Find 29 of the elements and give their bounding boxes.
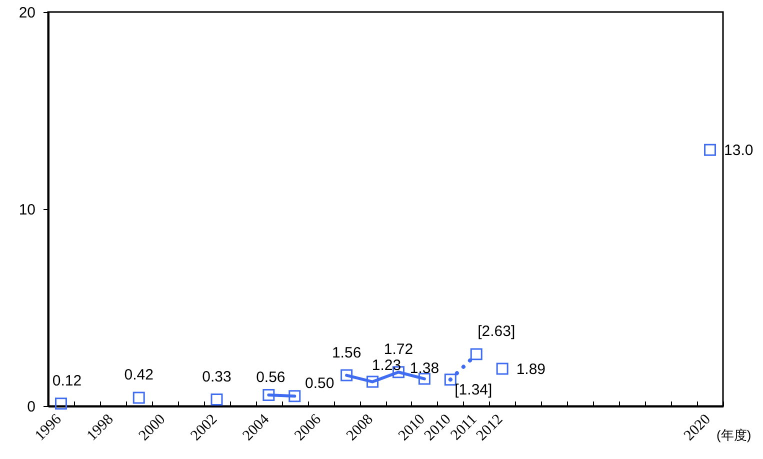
point bbox=[210, 394, 223, 406]
data-label: 1.89 bbox=[516, 360, 546, 378]
point bbox=[132, 392, 145, 404]
point bbox=[444, 374, 456, 386]
y-tick-label: 0 bbox=[27, 398, 36, 416]
data-label: 0.42 bbox=[124, 366, 154, 384]
data-label: 0.12 bbox=[52, 372, 82, 390]
data-label: [1.34] bbox=[454, 382, 492, 399]
y-tick-label: 20 bbox=[18, 4, 36, 22]
data-label: 0.56 bbox=[256, 368, 286, 386]
point bbox=[496, 362, 508, 375]
data-label: 13.0 bbox=[724, 142, 754, 159]
point bbox=[366, 376, 379, 388]
data-label: 1.38 bbox=[410, 360, 440, 377]
point bbox=[262, 388, 275, 401]
data-label: 1.23 bbox=[372, 356, 402, 374]
point bbox=[340, 369, 353, 382]
point bbox=[288, 390, 301, 402]
point bbox=[54, 398, 67, 410]
data-label: 1.56 bbox=[332, 344, 362, 362]
data-label: [2.63] bbox=[478, 323, 516, 340]
y-tick-label: 10 bbox=[18, 202, 36, 218]
data-label: 0.50 bbox=[305, 375, 334, 392]
x-axis-title: (年度) bbox=[716, 428, 752, 442]
point bbox=[470, 348, 482, 360]
data-label: 1.72 bbox=[384, 341, 414, 358]
point bbox=[418, 372, 430, 385]
point bbox=[704, 144, 716, 156]
data-label: 0.33 bbox=[202, 368, 232, 386]
